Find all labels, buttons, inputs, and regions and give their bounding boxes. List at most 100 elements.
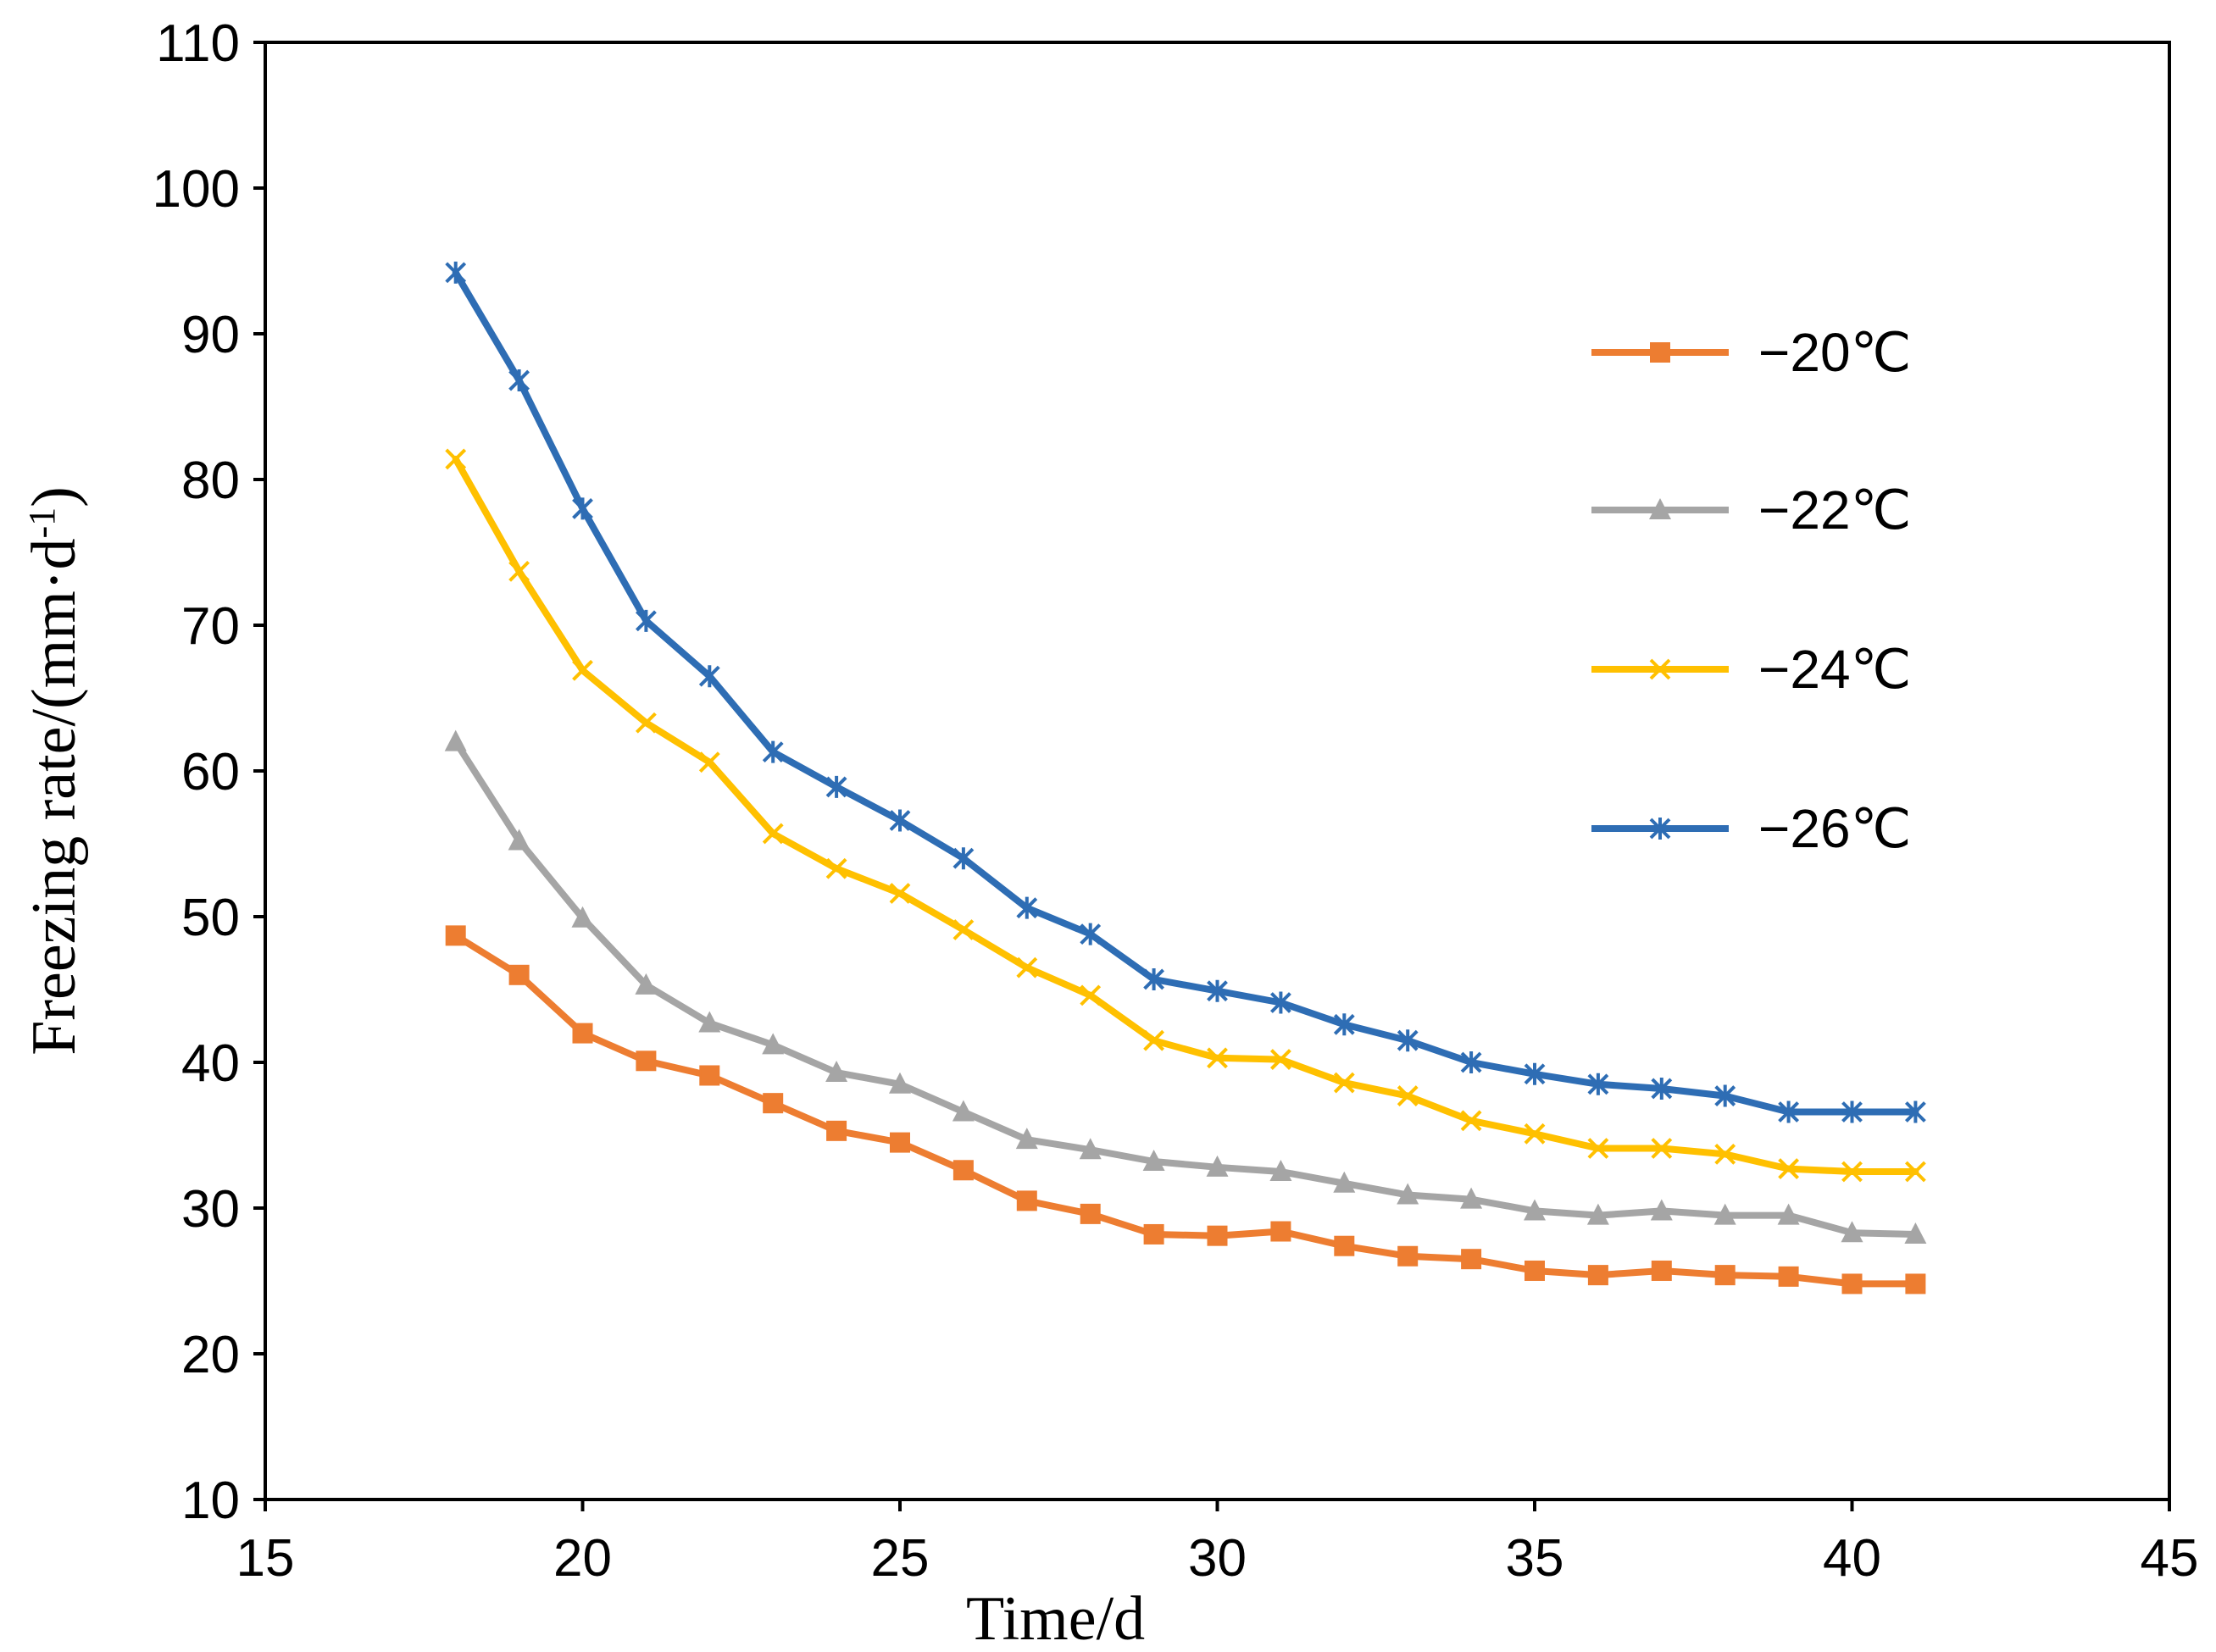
- data-point: [1016, 896, 1038, 919]
- y-axis-title: Freezing rate/(mm·d-1): [19, 486, 89, 1056]
- y-tick-label: 50: [181, 889, 240, 947]
- data-point: [1778, 1158, 1800, 1179]
- data-point: [1778, 1266, 1799, 1287]
- data-point: [508, 369, 530, 392]
- x-tick-label: 25: [871, 1529, 930, 1588]
- legend: −20℃ −22℃ −24℃ −26℃: [1591, 322, 1911, 859]
- data-point: [762, 740, 784, 763]
- data-point: [1333, 1171, 1356, 1193]
- y-tick-label: 110: [156, 14, 240, 73]
- data-point: [572, 497, 593, 520]
- data-point: [1334, 1235, 1355, 1256]
- y-tick-label: 70: [181, 597, 240, 656]
- data-point: [508, 560, 530, 582]
- data-point: [826, 1120, 847, 1141]
- data-point: [636, 1051, 657, 1072]
- data-point: [1206, 1155, 1229, 1177]
- data-point: [572, 659, 593, 681]
- data-point: [1142, 1149, 1165, 1171]
- y-tick-label: 20: [181, 1326, 240, 1384]
- y-tick-label: 30: [181, 1180, 240, 1239]
- data-point: [1714, 1143, 1736, 1165]
- data-point: [1714, 1265, 1736, 1286]
- data-point: [698, 751, 720, 773]
- data-point: [825, 1061, 848, 1083]
- data-point: [1269, 1049, 1291, 1070]
- legend-entry: −20℃: [1591, 322, 1911, 383]
- data-point: [699, 1065, 720, 1086]
- data-point: [1397, 1183, 1419, 1205]
- data-point: [1904, 1222, 1927, 1244]
- data-point: [635, 712, 657, 734]
- data-point: [1651, 1138, 1673, 1159]
- data-point: [1080, 923, 1102, 945]
- legend-marker: [1649, 658, 1671, 680]
- data-point: [1269, 1160, 1292, 1181]
- data-point: [1651, 1260, 1672, 1281]
- series-lines: [444, 261, 1927, 1294]
- data-point: [762, 1033, 785, 1055]
- series-1: [445, 925, 1926, 1294]
- legend-label: −26℃: [1758, 798, 1911, 859]
- data-point: [1016, 1190, 1037, 1211]
- data-point: [1460, 1187, 1483, 1209]
- data-point: [1586, 1203, 1609, 1225]
- series-line: [452, 932, 1919, 1288]
- data-point: [1397, 1085, 1419, 1106]
- data-point: [1904, 1100, 1926, 1123]
- data-point: [952, 919, 975, 940]
- series-line: [452, 269, 1919, 1116]
- data-point: [890, 1132, 910, 1153]
- data-point: [1841, 1221, 1863, 1243]
- data-point: [508, 964, 530, 985]
- data-point: [1460, 1051, 1482, 1073]
- data-point: [1841, 1161, 1863, 1183]
- data-point: [445, 261, 467, 284]
- data-point: [1333, 1013, 1355, 1036]
- data-point: [1397, 1029, 1419, 1052]
- data-point: [762, 823, 784, 845]
- data-point: [1397, 1245, 1419, 1267]
- data-point: [1015, 1128, 1038, 1150]
- series-line: [452, 455, 1919, 1175]
- data-point: [572, 1023, 593, 1044]
- y-tick-label: 90: [181, 306, 240, 364]
- data-point: [889, 883, 911, 904]
- series-line: [452, 738, 1919, 1238]
- data-point: [1524, 1062, 1546, 1085]
- x-tick-label: 40: [1823, 1529, 1881, 1588]
- data-point: [763, 1093, 784, 1114]
- legend-label: −24℃: [1758, 639, 1911, 700]
- data-point: [952, 1100, 975, 1122]
- data-point: [1269, 991, 1291, 1014]
- data-point: [698, 665, 720, 688]
- data-point: [1079, 1138, 1102, 1160]
- data-point: [1778, 1100, 1800, 1123]
- data-point: [1905, 1273, 1926, 1294]
- data-point: [1143, 1223, 1164, 1245]
- legend-entry: −24℃: [1591, 639, 1911, 700]
- legend-entry: −22℃: [1591, 480, 1911, 541]
- data-point: [1587, 1265, 1608, 1286]
- series-3: [445, 448, 1926, 1183]
- axes: [253, 41, 2171, 1511]
- data-point: [1460, 1110, 1482, 1132]
- data-point: [445, 925, 466, 946]
- y-tick-label: 10: [181, 1472, 240, 1530]
- data-point: [1207, 979, 1228, 1002]
- data-point: [1650, 1199, 1673, 1221]
- x-tick-label: 35: [1506, 1529, 1564, 1588]
- data-point: [444, 729, 467, 751]
- data-point: [1080, 984, 1102, 1006]
- x-tick-label: 45: [2141, 1529, 2199, 1588]
- data-point: [635, 973, 658, 995]
- data-point: [1207, 1225, 1228, 1246]
- data-point: [952, 847, 975, 870]
- data-point: [1587, 1073, 1609, 1095]
- data-point: [1080, 1203, 1101, 1224]
- legend-label: −22℃: [1758, 480, 1911, 541]
- data-point: [1016, 956, 1038, 978]
- data-point: [635, 609, 657, 632]
- y-tick-label: 40: [181, 1034, 240, 1093]
